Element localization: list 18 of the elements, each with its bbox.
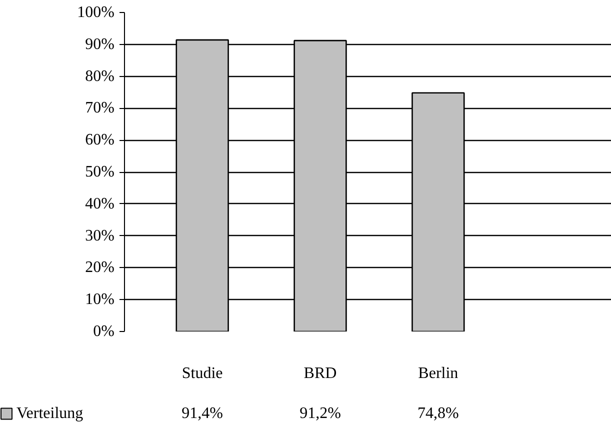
data-label: 91,4% [182, 405, 223, 422]
x-tick-label: Studie [182, 364, 223, 382]
y-tick-label: 50% [85, 164, 114, 180]
y-tick-label: 80% [85, 68, 114, 85]
x-tick-label: Berlin [418, 364, 458, 382]
y-tick-label: 70% [85, 100, 114, 117]
legend-label: Verteilung [16, 405, 84, 422]
y-tick-label: 0% [93, 323, 114, 340]
data-label: 74,8% [417, 405, 459, 422]
x-tick-label: BRD [304, 364, 337, 382]
y-tick-label: 90% [85, 36, 114, 53]
y-tick-label: 30% [85, 227, 114, 244]
data-label: 91,2% [300, 405, 341, 422]
y-tick-label: 40% [85, 195, 114, 212]
y-tick-label: 60% [85, 132, 114, 149]
y-tick-label: 20% [85, 259, 114, 276]
y-tick-label: 10% [85, 291, 114, 308]
y-tick-label: 100% [77, 4, 114, 21]
